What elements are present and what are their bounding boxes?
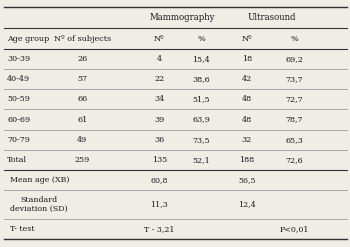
Text: Total: Total	[7, 156, 27, 164]
Text: 61: 61	[77, 116, 88, 124]
Text: 72,7: 72,7	[285, 95, 303, 103]
Text: 51,5: 51,5	[193, 95, 210, 103]
Text: 30-39: 30-39	[7, 55, 30, 63]
Text: 57: 57	[77, 75, 87, 83]
Text: 18: 18	[242, 55, 252, 63]
Text: 70-79: 70-79	[7, 136, 30, 144]
Text: 38,6: 38,6	[193, 75, 210, 83]
Text: 39: 39	[154, 116, 164, 124]
Text: 4: 4	[157, 55, 162, 63]
Text: 65,3: 65,3	[285, 136, 303, 144]
Text: Standard
deviation (SD): Standard deviation (SD)	[10, 196, 68, 213]
Text: P<0,01: P<0,01	[279, 225, 309, 233]
Text: Nº of subjects: Nº of subjects	[54, 35, 111, 42]
Text: 15,4: 15,4	[193, 55, 210, 63]
Text: 78,7: 78,7	[285, 116, 303, 124]
Text: 73,7: 73,7	[285, 75, 303, 83]
Text: 48: 48	[242, 116, 252, 124]
Text: 63,9: 63,9	[192, 116, 210, 124]
Text: 52,1: 52,1	[193, 156, 210, 164]
Text: 40-49: 40-49	[7, 75, 30, 83]
Text: 42: 42	[241, 75, 252, 83]
Text: 56,5: 56,5	[238, 176, 256, 184]
Text: 22: 22	[154, 75, 164, 83]
Text: Ultrasound: Ultrasound	[248, 13, 296, 22]
Text: 259: 259	[75, 156, 90, 164]
Text: 60,8: 60,8	[150, 176, 168, 184]
Text: 73,5: 73,5	[193, 136, 210, 144]
Text: Age group: Age group	[7, 35, 49, 42]
Text: %: %	[290, 35, 298, 42]
Text: 50-59: 50-59	[7, 95, 30, 103]
Text: 69,2: 69,2	[285, 55, 303, 63]
Text: 72,6: 72,6	[285, 156, 303, 164]
Text: 49: 49	[77, 136, 88, 144]
Text: 36: 36	[154, 136, 164, 144]
Text: %: %	[197, 35, 205, 42]
Text: Mammography: Mammography	[149, 13, 215, 22]
Text: 135: 135	[152, 156, 167, 164]
Text: 48: 48	[242, 95, 252, 103]
Text: 26: 26	[77, 55, 88, 63]
Text: T- test: T- test	[10, 225, 35, 233]
Text: 60-69: 60-69	[7, 116, 30, 124]
Text: 66: 66	[77, 95, 88, 103]
Text: 34: 34	[154, 95, 164, 103]
Text: Nº: Nº	[154, 35, 164, 42]
Text: 188: 188	[239, 156, 254, 164]
Text: Nº: Nº	[241, 35, 252, 42]
Text: 11,3: 11,3	[150, 201, 168, 209]
Text: 12,4: 12,4	[238, 201, 256, 209]
Text: Mean age (XB): Mean age (XB)	[10, 176, 70, 184]
Text: 32: 32	[241, 136, 252, 144]
Text: T - 3,21: T - 3,21	[144, 225, 175, 233]
